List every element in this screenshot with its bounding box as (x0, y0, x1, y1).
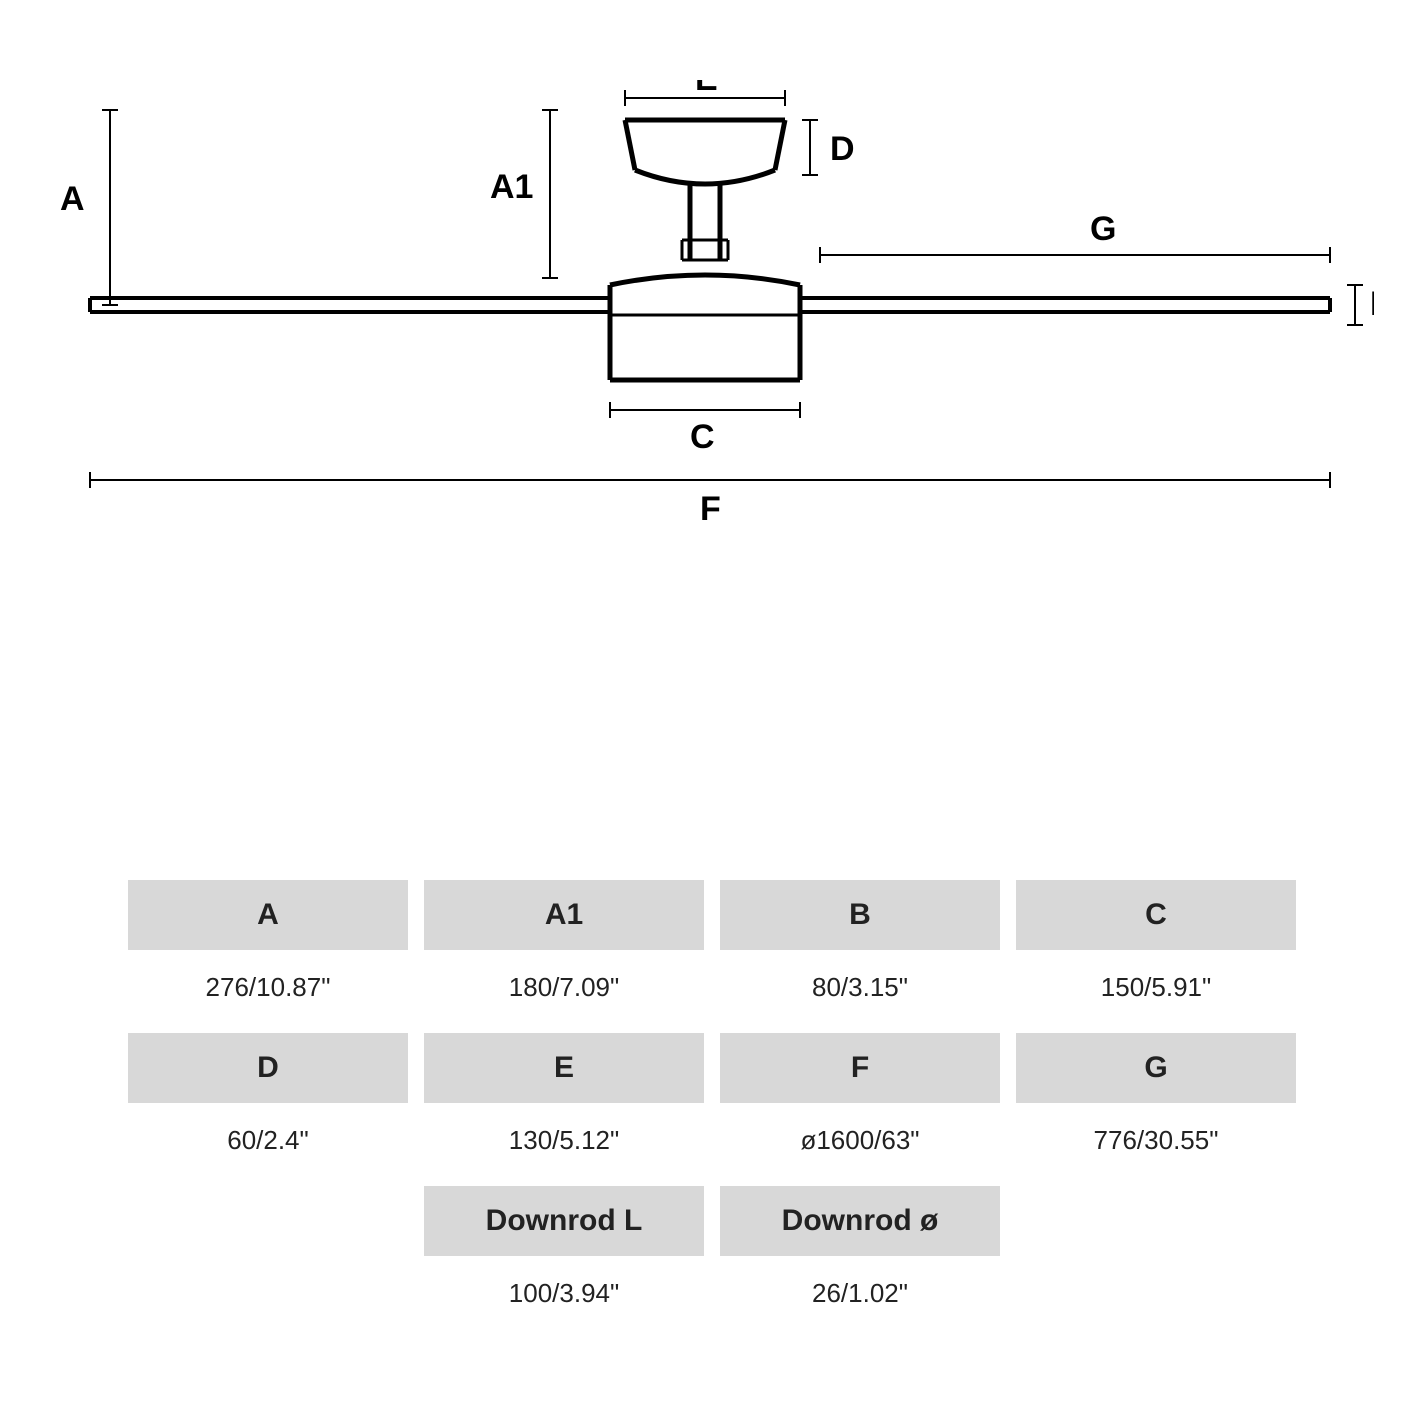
table-value: 26/1.02" (720, 1256, 1000, 1339)
table-row: 60/2.4" 130/5.12" ø1600/63" 776/30.55" (110, 1103, 1314, 1186)
table-header: E (424, 1033, 704, 1103)
table-value: 80/3.15" (720, 950, 1000, 1033)
table-header: A (128, 880, 408, 950)
table-row: D E F G (110, 1033, 1314, 1103)
table-header: A1 (424, 880, 704, 950)
table-value: 150/5.91" (1016, 950, 1296, 1033)
table-value: 60/2.4" (128, 1103, 408, 1186)
dim-label-F: F (700, 490, 721, 528)
dim-label-D: D (830, 130, 855, 168)
table-value: 276/10.87" (128, 950, 408, 1033)
dim-label-C: C (690, 418, 715, 456)
table-header: F (720, 1033, 1000, 1103)
table-value: 776/30.55" (1016, 1103, 1296, 1186)
table-value: 180/7.09" (424, 950, 704, 1033)
table-row: 100/3.94" 26/1.02" (110, 1256, 1314, 1339)
fan-diagram: A A1 B C D E F G (50, 80, 1374, 560)
table-header: D (128, 1033, 408, 1103)
dim-label-A1: A1 (490, 168, 533, 206)
table-row: 276/10.87" 180/7.09" 80/3.15" 150/5.91" (110, 950, 1314, 1033)
dimension-table: A A1 B C 276/10.87" 180/7.09" 80/3.15" 1… (110, 880, 1314, 1339)
table-value: 130/5.12" (424, 1103, 704, 1186)
dim-label-A: A (60, 180, 85, 218)
table-header: B (720, 880, 1000, 950)
dim-label-G: G (1090, 210, 1116, 248)
table-header: Downrod L (424, 1186, 704, 1256)
dim-label-E: E (695, 80, 718, 98)
table-header: Downrod ø (720, 1186, 1000, 1256)
table-value: 100/3.94" (424, 1256, 704, 1339)
page-root: A A1 B C D E F G A A1 B C 276/10.87" 180… (0, 0, 1424, 1424)
table-row: Downrod L Downrod ø (110, 1186, 1314, 1256)
table-row: A A1 B C (110, 880, 1314, 950)
table-value: ø1600/63" (720, 1103, 1000, 1186)
dim-label-B: B (1370, 285, 1374, 323)
table-header: G (1016, 1033, 1296, 1103)
fan-diagram-svg: A A1 B C D E F G (50, 80, 1374, 560)
table-header: C (1016, 880, 1296, 950)
